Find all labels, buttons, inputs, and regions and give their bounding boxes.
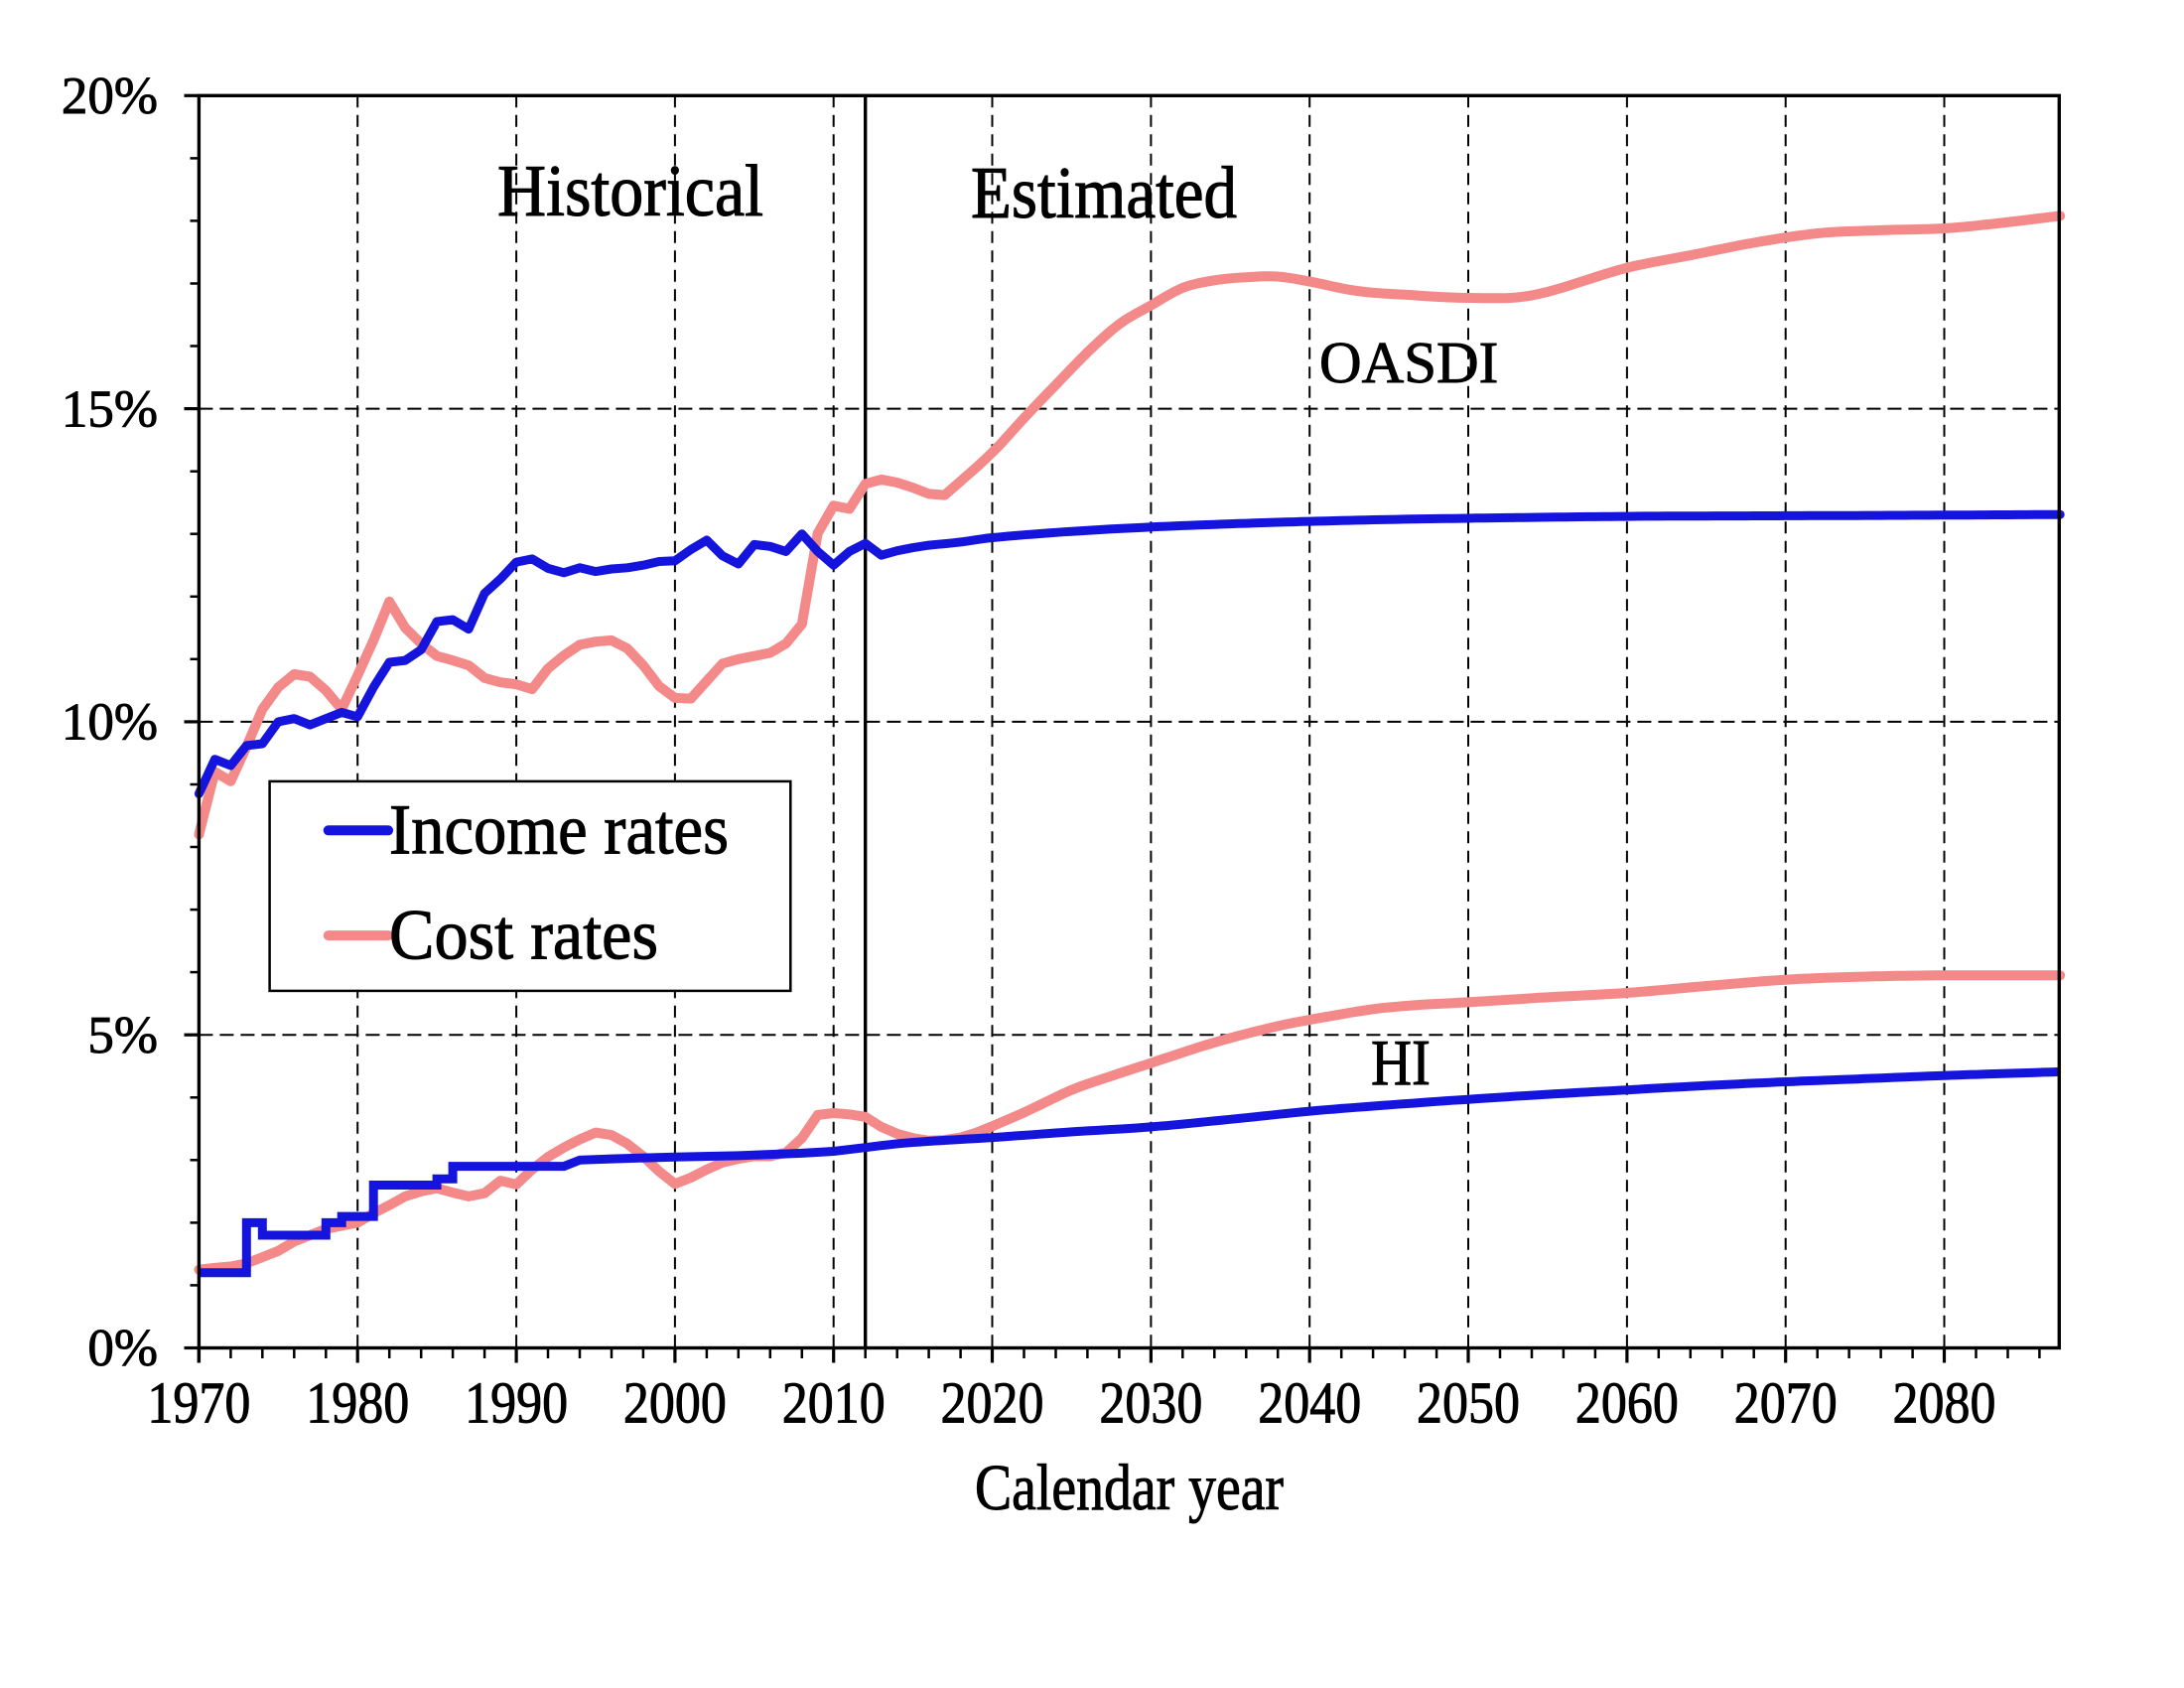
svg-text:2050: 2050 — [1417, 1370, 1520, 1436]
svg-text:1970: 1970 — [147, 1370, 250, 1436]
svg-text:1980: 1980 — [306, 1370, 409, 1436]
svg-text:10%: 10% — [62, 694, 158, 752]
svg-text:5%: 5% — [87, 1007, 158, 1064]
svg-text:2020: 2020 — [941, 1370, 1044, 1436]
svg-text:2080: 2080 — [1893, 1370, 1996, 1436]
svg-text:Cost rates: Cost rates — [389, 895, 658, 974]
svg-text:HI: HI — [1371, 1027, 1431, 1099]
svg-text:Estimated: Estimated — [971, 153, 1237, 234]
svg-text:2000: 2000 — [623, 1370, 727, 1436]
svg-text:2040: 2040 — [1258, 1370, 1361, 1436]
svg-text:2010: 2010 — [782, 1370, 886, 1436]
svg-text:0%: 0% — [87, 1320, 158, 1377]
svg-text:OASDI: OASDI — [1319, 330, 1498, 395]
svg-text:2030: 2030 — [1099, 1370, 1202, 1436]
svg-text:1990: 1990 — [465, 1370, 568, 1436]
svg-text:20%: 20% — [62, 68, 158, 125]
svg-text:Calendar year: Calendar year — [975, 1452, 1284, 1524]
svg-text:15%: 15% — [62, 380, 158, 438]
svg-text:2070: 2070 — [1734, 1370, 1838, 1436]
svg-text:Historical: Historical — [497, 151, 763, 232]
svg-text:2060: 2060 — [1575, 1370, 1679, 1436]
svg-text:Income rates: Income rates — [389, 790, 729, 870]
